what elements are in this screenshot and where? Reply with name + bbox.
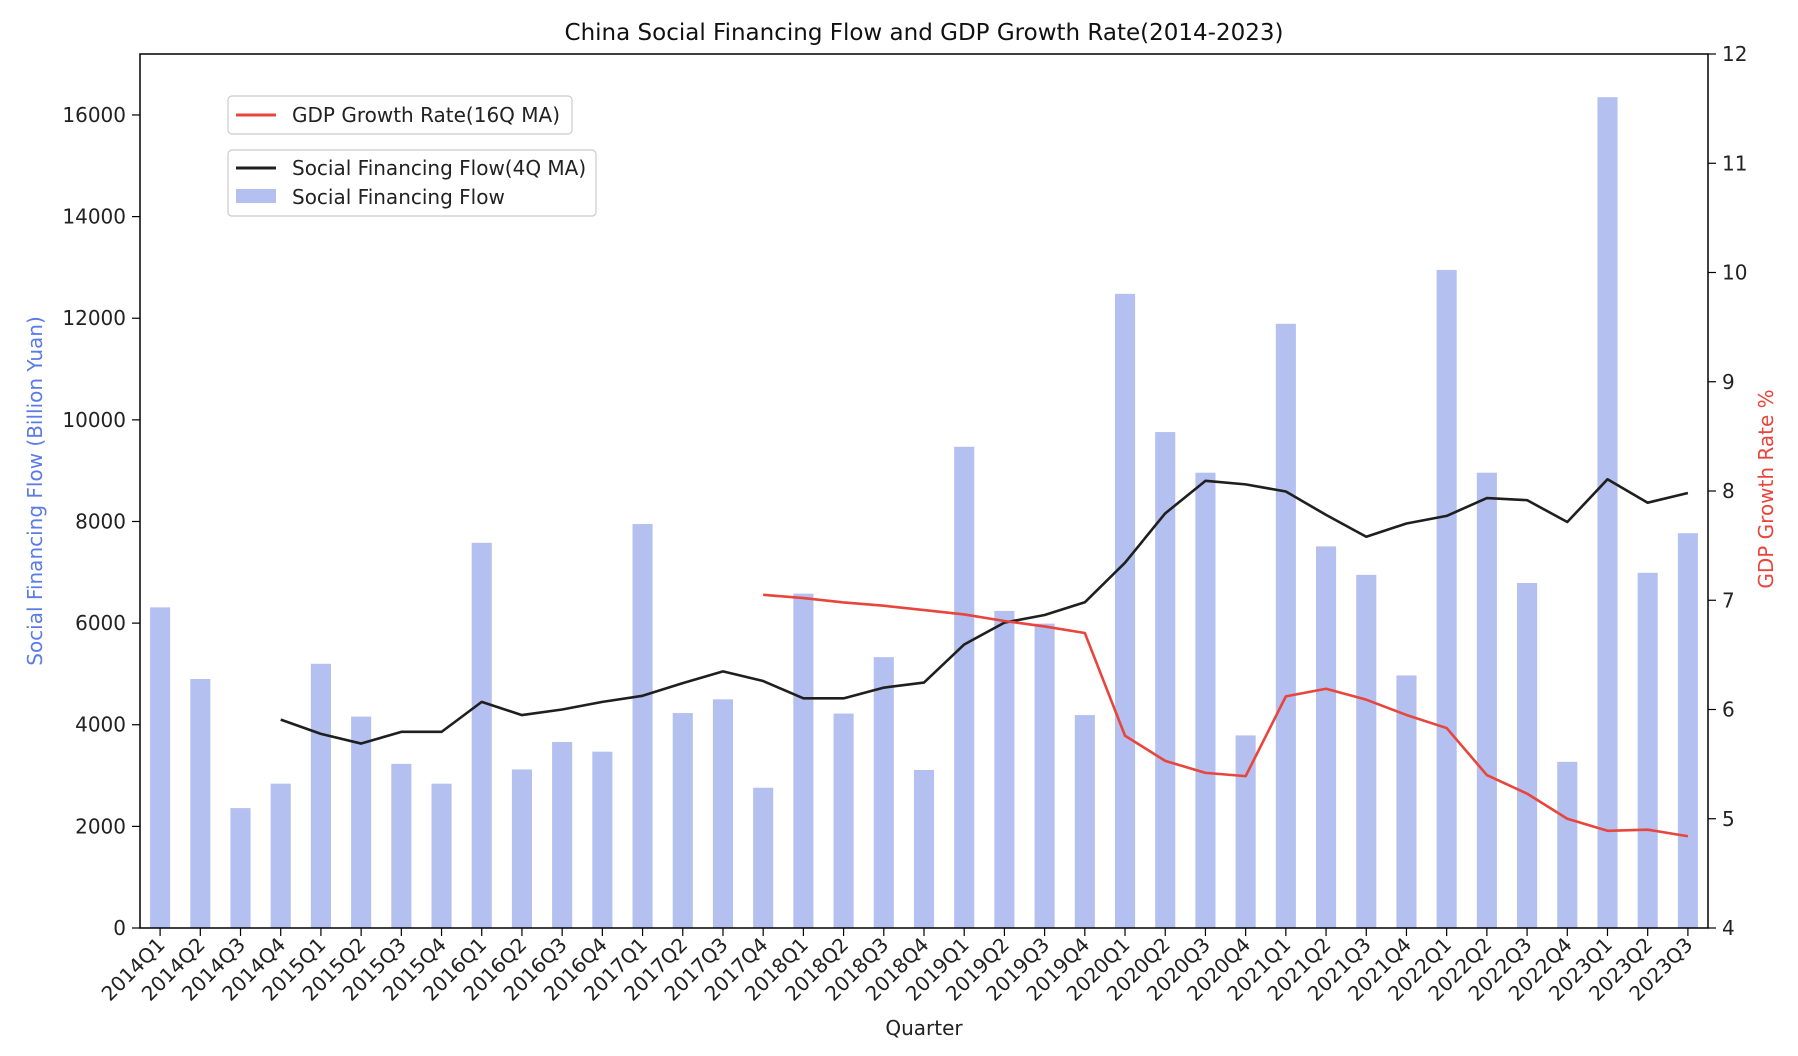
right-tick-label: 11	[1722, 151, 1747, 175]
bar-2022Q2	[1476, 472, 1497, 928]
left-tick-label: 16000	[62, 103, 126, 127]
legend-gdp: GDP Growth Rate(16Q MA)	[227, 95, 573, 135]
bars-layer	[150, 97, 1698, 929]
bar-2018Q2	[833, 713, 854, 928]
right-tick-label: 4	[1722, 916, 1735, 940]
x-axis-label: Quarter	[885, 1016, 963, 1040]
bar-2014Q3	[230, 808, 251, 928]
bar-2022Q4	[1557, 761, 1578, 928]
bar-2021Q2	[1316, 546, 1337, 928]
legend-social-financing: Social Financing Flow(4Q MA) Social Fina…	[227, 149, 597, 217]
bar-2019Q4	[1074, 715, 1095, 928]
bar-2018Q4	[913, 769, 935, 928]
legend-gdp-label: GDP Growth Rate(16Q MA)	[292, 103, 560, 127]
bar-2014Q2	[190, 679, 211, 928]
bar-2016Q1	[471, 542, 492, 928]
bar-2022Q3	[1517, 582, 1538, 928]
bar-2019Q1	[954, 446, 975, 928]
bar-2017Q2	[672, 713, 693, 928]
bar-2014Q1	[150, 607, 171, 928]
bar-2020Q1	[1114, 293, 1136, 929]
right-tick-label: 5	[1722, 807, 1735, 831]
left-tick-label: 12000	[62, 306, 126, 330]
bar-2021Q3	[1356, 574, 1377, 928]
bar-2019Q3	[1034, 623, 1055, 928]
bar-2020Q2	[1155, 432, 1176, 928]
bar-2016Q4	[592, 751, 613, 928]
right-tick-label: 8	[1722, 479, 1735, 503]
bar-2023Q2	[1637, 572, 1658, 928]
legend-bar-swatch	[236, 189, 276, 203]
legend-social-financing-box	[227, 149, 597, 217]
bar-2020Q3	[1195, 472, 1216, 928]
social-financing-4q-ma-line	[280, 478, 1689, 745]
bar-2021Q4	[1396, 675, 1417, 928]
bar-2020Q4	[1235, 735, 1256, 928]
bar-2014Q4	[270, 783, 291, 928]
bar-2015Q4	[431, 783, 452, 928]
bar-2023Q3	[1677, 533, 1698, 928]
bar-2016Q2	[511, 769, 532, 928]
bar-2018Q3	[873, 657, 894, 928]
bar-2018Q1	[793, 593, 814, 928]
bar-2015Q1	[310, 663, 331, 928]
bar-2016Q3	[552, 742, 573, 928]
bar-2015Q3	[391, 763, 412, 928]
legend-gdp-box	[227, 95, 573, 135]
right-y-axis: 4 5 6 7 8 9 10 11 12	[1708, 42, 1747, 940]
right-tick-label: 9	[1722, 370, 1735, 394]
left-tick-label: 10000	[62, 408, 126, 432]
bar-2017Q1	[632, 524, 653, 928]
right-tick-label: 6	[1722, 698, 1735, 722]
bar-2019Q2	[994, 610, 1015, 928]
bar-2021Q1	[1275, 323, 1296, 928]
legend-bar-label: Social Financing Flow	[292, 185, 505, 209]
gdp-growth-16q-ma-line	[763, 593, 1689, 838]
left-tick-label: 8000	[75, 509, 126, 533]
left-tick-label: 0	[113, 916, 126, 940]
right-tick-label: 7	[1722, 588, 1735, 612]
lines-layer	[280, 478, 1689, 838]
right-tick-label: 12	[1722, 42, 1747, 66]
legend-ma-label: Social Financing Flow(4Q MA)	[292, 156, 586, 180]
chart-title: China Social Financing Flow and GDP Grow…	[565, 20, 1284, 46]
bar-2023Q1	[1597, 97, 1618, 928]
x-axis: 2014Q12014Q22014Q32014Q42015Q12015Q22015…	[97, 928, 1697, 1006]
bar-2022Q1	[1436, 269, 1457, 929]
left-y-axis: 0 2000 4000 6000 8000 10000 12000 14000 16000	[62, 103, 140, 940]
right-tick-label: 10	[1722, 261, 1747, 285]
bar-2015Q2	[351, 716, 372, 928]
left-tick-label: 6000	[75, 611, 126, 635]
left-y-axis-label: Social Financing Flow (Billion Yuan)	[23, 316, 47, 666]
right-y-axis-label: GDP Growth Rate %	[1754, 389, 1778, 588]
left-tick-label: 14000	[62, 205, 126, 229]
bar-2017Q4	[753, 787, 774, 928]
left-tick-label: 4000	[75, 713, 126, 737]
bar-2017Q3	[712, 699, 734, 928]
left-tick-label: 2000	[75, 814, 126, 838]
